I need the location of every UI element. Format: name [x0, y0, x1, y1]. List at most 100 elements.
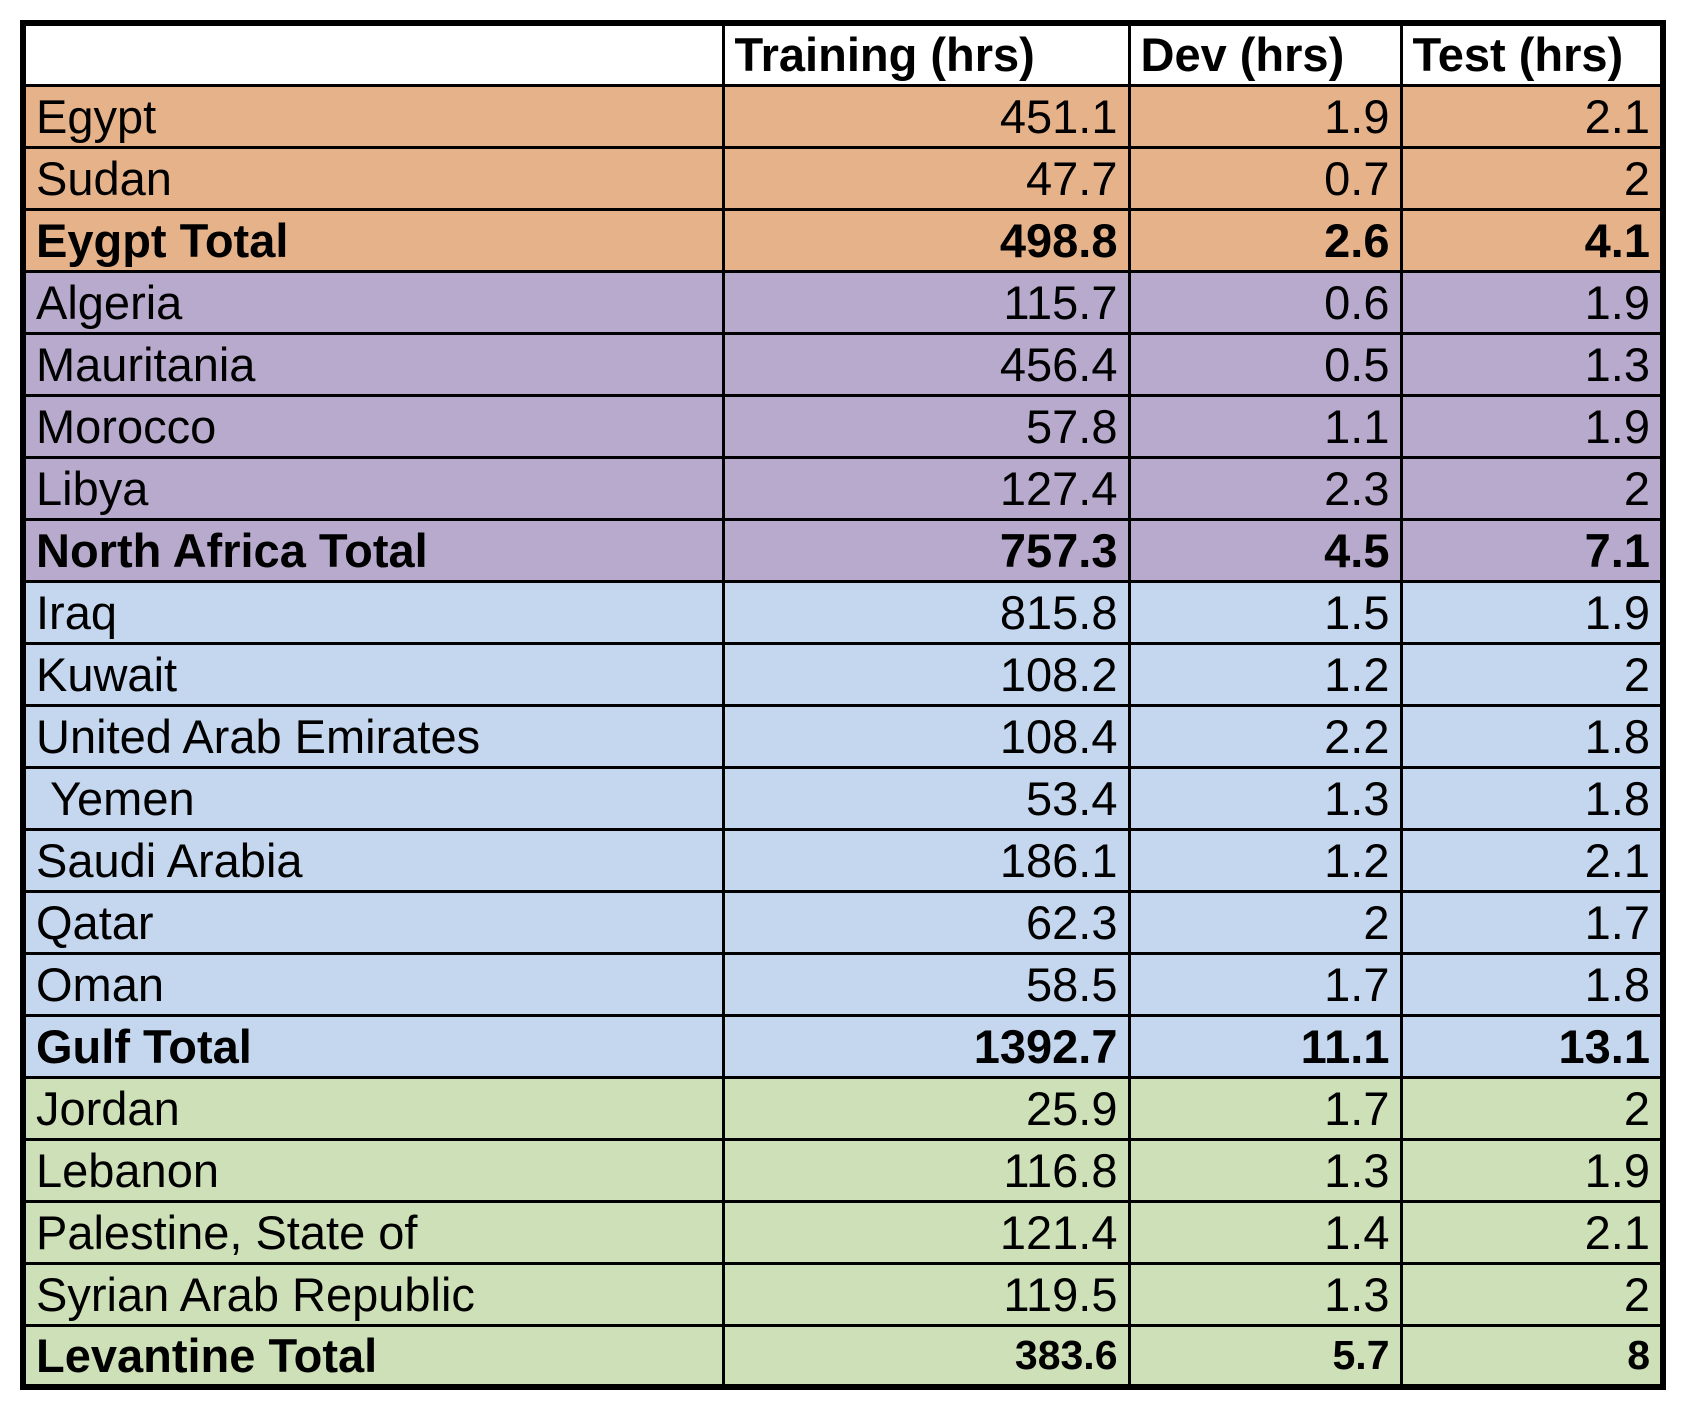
total-label-cell: North Africa Total	[21, 517, 725, 583]
dev-hours-cell: 2.2	[1127, 703, 1403, 769]
table-total-row: Levantine Total 383.6 5.7 8	[21, 1323, 1665, 1389]
table-row: Mauritania 456.4 0.5 1.3	[21, 331, 1665, 397]
training-hours-cell: 108.2	[721, 641, 1131, 707]
table-row: Iraq 815.8 1.5 1.9	[21, 579, 1665, 645]
dev-hours-cell: 0.5	[1127, 331, 1403, 397]
table-row: United Arab Emirates 108.4 2.2 1.8	[21, 703, 1665, 769]
table-body: Egypt 451.1 1.9 2.1 Sudan 47.7 0.7 2 Eygpt Total…	[21, 83, 1665, 1389]
dev-hours-cell: 11.1	[1127, 1013, 1403, 1079]
test-hours-cell: 1.8	[1399, 703, 1665, 769]
test-hours-cell: 2	[1399, 641, 1665, 707]
training-hours-cell: 815.8	[721, 579, 1131, 645]
table-row: Oman 58.5 1.7 1.8	[21, 951, 1665, 1017]
training-hours-cell: 25.9	[721, 1075, 1131, 1141]
table-row: Egypt 451.1 1.9 2.1	[21, 83, 1665, 149]
table-total-row: North Africa Total 757.3 4.5 7.1	[21, 517, 1665, 583]
table-row: Saudi Arabia 186.1 1.2 2.1	[21, 827, 1665, 893]
table-total-row: Eygpt Total 498.8 2.6 4.1	[21, 207, 1665, 273]
table-row: Kuwait 108.2 1.2 2	[21, 641, 1665, 707]
training-hours-cell: 115.7	[721, 269, 1131, 335]
country-cell: Jordan	[21, 1075, 725, 1141]
test-hours-cell: 8	[1399, 1323, 1665, 1389]
country-cell: Syrian Arab Republic	[21, 1261, 725, 1327]
country-cell: Yemen	[21, 765, 725, 831]
training-hours-cell: 1392.7	[721, 1013, 1131, 1079]
country-cell: Egypt	[21, 83, 725, 149]
dev-hours-cell: 0.6	[1127, 269, 1403, 335]
country-cell: Algeria	[21, 269, 725, 335]
training-hours-cell: 58.5	[721, 951, 1131, 1017]
table-row: Jordan 25.9 1.7 2	[21, 1075, 1665, 1141]
training-hours-cell: 47.7	[721, 145, 1131, 211]
training-hours-cell: 451.1	[721, 83, 1131, 149]
table-row: Lebanon 116.8 1.3 1.9	[21, 1137, 1665, 1203]
country-cell: Iraq	[21, 579, 725, 645]
header-dev: Dev (hrs)	[1127, 21, 1403, 87]
total-label-cell: Levantine Total	[21, 1323, 725, 1389]
dev-hours-cell: 2	[1127, 889, 1403, 955]
country-cell: Kuwait	[21, 641, 725, 707]
training-hours-cell: 53.4	[721, 765, 1131, 831]
training-hours-cell: 127.4	[721, 455, 1131, 521]
header-test: Test (hrs)	[1399, 21, 1665, 87]
test-hours-cell: 1.8	[1399, 951, 1665, 1017]
dev-hours-cell: 1.1	[1127, 393, 1403, 459]
training-hours-cell: 108.4	[721, 703, 1131, 769]
country-cell: United Arab Emirates	[21, 703, 725, 769]
country-cell: Sudan	[21, 145, 725, 211]
test-hours-cell: 1.7	[1399, 889, 1665, 955]
country-cell: Mauritania	[21, 331, 725, 397]
dev-hours-cell: 1.3	[1127, 1261, 1403, 1327]
test-hours-cell: 13.1	[1399, 1013, 1665, 1079]
training-hours-cell: 116.8	[721, 1137, 1131, 1203]
test-hours-cell: 1.8	[1399, 765, 1665, 831]
training-hours-cell: 757.3	[721, 517, 1131, 583]
test-hours-cell: 1.9	[1399, 1137, 1665, 1203]
dev-hours-cell: 1.7	[1127, 951, 1403, 1017]
test-hours-cell: 2	[1399, 455, 1665, 521]
country-cell: Libya	[21, 455, 725, 521]
training-hours-cell: 383.6	[721, 1323, 1131, 1389]
dev-hours-cell: 1.9	[1127, 83, 1403, 149]
country-cell: Saudi Arabia	[21, 827, 725, 893]
table-row: Yemen 53.4 1.3 1.8	[21, 765, 1665, 831]
training-hours-cell: 456.4	[721, 331, 1131, 397]
table-row: Libya 127.4 2.3 2	[21, 455, 1665, 521]
country-cell: Palestine, State of	[21, 1199, 725, 1265]
test-hours-cell: 1.9	[1399, 393, 1665, 459]
test-hours-cell: 2.1	[1399, 1199, 1665, 1265]
test-hours-cell: 2.1	[1399, 83, 1665, 149]
table-row: Morocco 57.8 1.1 1.9	[21, 393, 1665, 459]
test-hours-cell: 2	[1399, 145, 1665, 211]
table-header-row: Training (hrs) Dev (hrs) Test (hrs)	[21, 21, 1665, 87]
training-hours-cell: 62.3	[721, 889, 1131, 955]
test-hours-cell: 7.1	[1399, 517, 1665, 583]
dev-hours-cell: 1.3	[1127, 1137, 1403, 1203]
training-hours-cell: 119.5	[721, 1261, 1131, 1327]
training-hours-cell: 57.8	[721, 393, 1131, 459]
table-row: Syrian Arab Republic 119.5 1.3 2	[21, 1261, 1665, 1327]
dev-hours-cell: 1.2	[1127, 827, 1403, 893]
total-label-cell: Gulf Total	[21, 1013, 725, 1079]
dev-hours-cell: 1.5	[1127, 579, 1403, 645]
country-cell: Lebanon	[21, 1137, 725, 1203]
test-hours-cell: 4.1	[1399, 207, 1665, 273]
dev-hours-cell: 4.5	[1127, 517, 1403, 583]
test-hours-cell: 2	[1399, 1075, 1665, 1141]
dev-hours-cell: 0.7	[1127, 145, 1403, 211]
dev-hours-cell: 2.6	[1127, 207, 1403, 273]
total-label-cell: Eygpt Total	[21, 207, 725, 273]
training-hours-cell: 186.1	[721, 827, 1131, 893]
header-country	[21, 21, 725, 87]
dev-hours-cell: 2.3	[1127, 455, 1403, 521]
country-cell: Oman	[21, 951, 725, 1017]
dev-hours-cell: 1.2	[1127, 641, 1403, 707]
header-training: Training (hrs)	[721, 21, 1131, 87]
dataset-hours-table: Training (hrs) Dev (hrs) Test (hrs) Egyp…	[20, 20, 1666, 1390]
table-total-row: Gulf Total 1392.7 11.1 13.1	[21, 1013, 1665, 1079]
test-hours-cell: 1.9	[1399, 269, 1665, 335]
dev-hours-cell: 1.4	[1127, 1199, 1403, 1265]
training-hours-cell: 498.8	[721, 207, 1131, 273]
table-row: Palestine, State of 121.4 1.4 2.1	[21, 1199, 1665, 1265]
table-row: Sudan 47.7 0.7 2	[21, 145, 1665, 211]
